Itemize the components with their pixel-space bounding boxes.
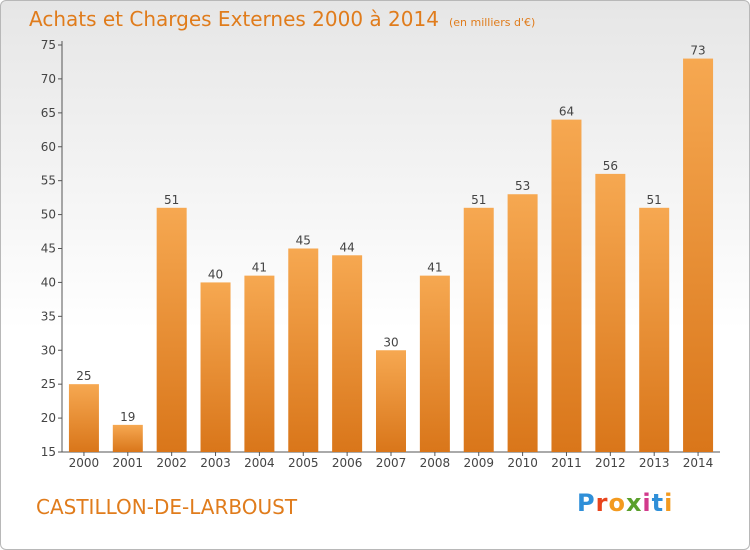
x-tick-label: 2001 xyxy=(113,456,144,470)
x-tick-label: 2003 xyxy=(200,456,231,470)
chart-title: Achats et Charges Externes 2000 à 2014 (e… xyxy=(29,7,535,31)
y-tick-label: 60 xyxy=(41,140,56,154)
data-label: 40 xyxy=(208,267,223,281)
x-tick-label: 2005 xyxy=(288,456,319,470)
y-tick-label: 50 xyxy=(41,208,56,222)
axes: 15 20 25 30 35 40 45 50 55 60 65 70 75 2000 2001 2002 20… xyxy=(41,38,720,470)
proxiti-logo: Proxiti xyxy=(577,489,673,517)
data-label: 64 xyxy=(559,105,574,119)
y-tick-label: 25 xyxy=(41,377,56,391)
x-tick-label: 2011 xyxy=(551,456,582,470)
y-tick-label: 30 xyxy=(41,343,56,357)
logo-letter: P xyxy=(577,489,596,517)
logo-letter: i xyxy=(642,489,652,517)
bar-2000 xyxy=(68,384,99,452)
y-tick-label: 45 xyxy=(41,242,56,256)
data-labels: 25 19 51 40 41 45 44 30 41 51 53 64 56 51 73 xyxy=(76,44,705,424)
bar-2010 xyxy=(507,194,538,452)
logo-letter: i xyxy=(664,489,674,517)
data-label: 51 xyxy=(164,193,179,207)
x-tick-label: 2008 xyxy=(420,456,451,470)
bar-2012 xyxy=(595,173,626,452)
x-tick-label: 2006 xyxy=(332,456,363,470)
y-tick-label: 70 xyxy=(41,72,56,86)
bar-2001 xyxy=(112,424,143,452)
data-label: 41 xyxy=(252,261,267,275)
title-unit: (en milliers d'€) xyxy=(448,16,536,29)
y-tick-label: 75 xyxy=(41,38,56,52)
y-tick-label: 65 xyxy=(41,106,56,120)
x-tick-label: 2009 xyxy=(463,456,494,470)
logo-letter: t xyxy=(651,489,665,517)
bar-2011 xyxy=(551,119,582,452)
logo-letter: x xyxy=(625,489,643,517)
y-tick-label: 55 xyxy=(41,174,56,188)
y-tick-label: 20 xyxy=(41,411,56,425)
y-tick-label: 40 xyxy=(41,275,56,289)
logo-letter: r xyxy=(595,489,609,517)
bar-2014 xyxy=(683,58,714,453)
data-label: 19 xyxy=(120,410,135,424)
title-text: Achats et Charges Externes 2000 à 2014 xyxy=(29,7,439,31)
y-tick-label: 15 xyxy=(41,445,56,459)
bar-2004 xyxy=(244,275,275,452)
bar-2005 xyxy=(288,248,319,452)
commune-name: CASTILLON-DE-LARBOUST xyxy=(36,495,298,519)
x-tick-label: 2012 xyxy=(595,456,626,470)
data-label: 44 xyxy=(339,240,354,254)
bar-2007 xyxy=(376,350,406,452)
data-label: 25 xyxy=(76,369,91,383)
x-tick-label: 2002 xyxy=(156,456,187,470)
data-label: 41 xyxy=(427,261,442,275)
x-tick-label: 2010 xyxy=(507,456,538,470)
bars xyxy=(68,58,714,453)
y-tick-label: 35 xyxy=(41,309,56,323)
bar-2009 xyxy=(463,207,494,452)
x-tick-label: 2013 xyxy=(639,456,670,470)
data-label: 30 xyxy=(383,335,398,349)
bar-2008 xyxy=(419,275,450,452)
data-label: 56 xyxy=(603,159,618,173)
data-label: 51 xyxy=(471,193,486,207)
x-tick-label: 2004 xyxy=(244,456,275,470)
bar-2002 xyxy=(156,207,187,452)
x-tick-label: 2000 xyxy=(69,456,100,470)
data-label: 73 xyxy=(690,44,705,58)
data-label: 45 xyxy=(296,234,311,248)
x-tick-label: 2014 xyxy=(683,456,714,470)
bar-2003 xyxy=(200,282,231,452)
x-tick-label: 2007 xyxy=(376,456,407,470)
data-label: 51 xyxy=(647,193,662,207)
data-label: 53 xyxy=(515,179,530,193)
logo-letter: o xyxy=(608,489,626,517)
bar-2006 xyxy=(332,255,363,452)
bar-2013 xyxy=(639,207,670,452)
